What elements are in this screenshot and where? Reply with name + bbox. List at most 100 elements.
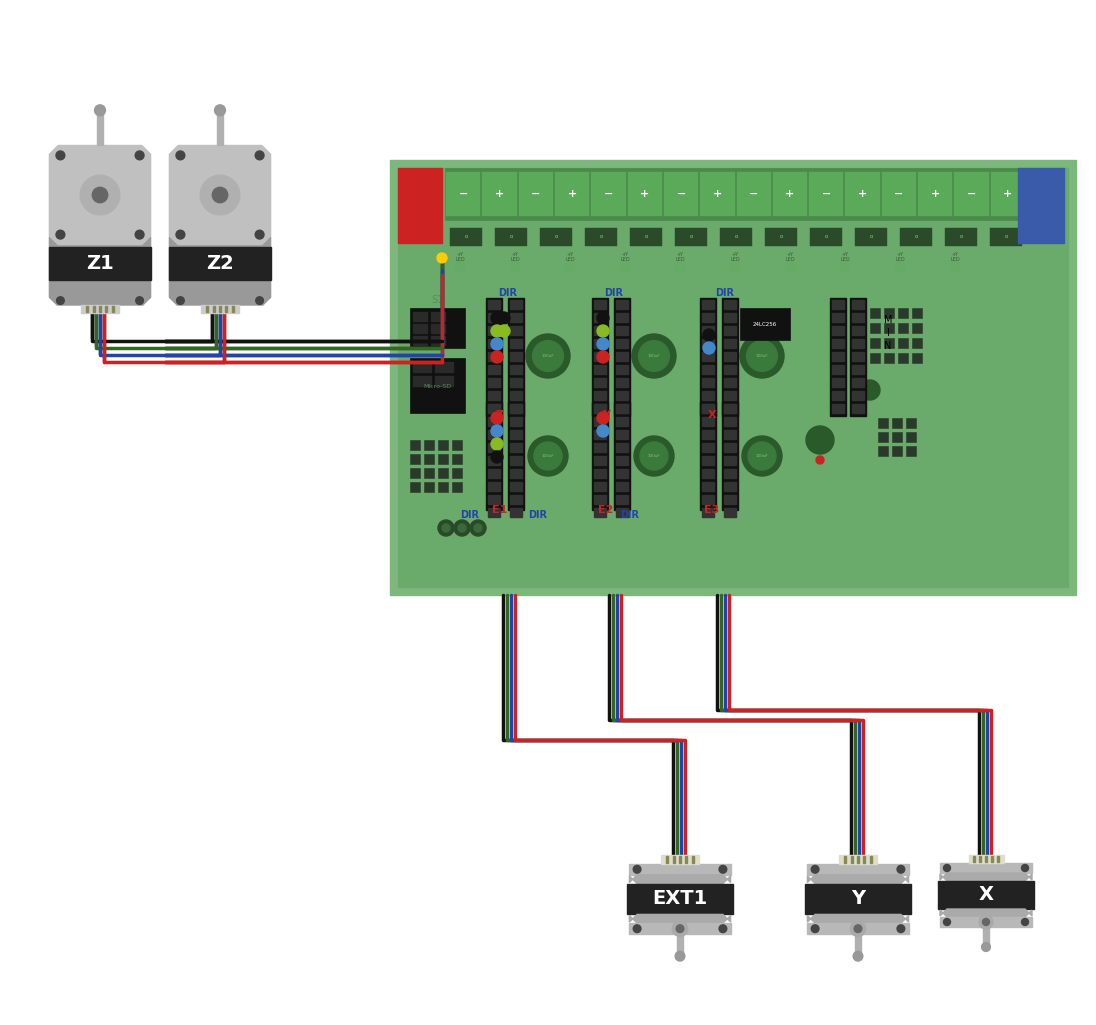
- Circle shape: [950, 261, 960, 271]
- Bar: [906, 418, 916, 428]
- Bar: [390, 160, 1076, 594]
- Bar: [991, 856, 993, 862]
- Bar: [510, 482, 522, 491]
- Bar: [703, 495, 713, 504]
- Bar: [724, 378, 737, 387]
- Bar: [424, 440, 434, 450]
- Bar: [703, 378, 713, 387]
- Circle shape: [895, 261, 905, 271]
- Circle shape: [215, 105, 226, 116]
- Bar: [979, 856, 981, 862]
- Bar: [832, 378, 844, 387]
- Bar: [724, 326, 737, 335]
- Bar: [616, 469, 628, 478]
- Bar: [486, 298, 502, 416]
- Bar: [616, 430, 628, 439]
- Text: Micro-SD: Micro-SD: [423, 383, 452, 388]
- Bar: [410, 482, 420, 492]
- Bar: [677, 934, 683, 956]
- Text: DIR: DIR: [460, 510, 480, 520]
- Bar: [585, 228, 617, 246]
- Circle shape: [746, 340, 777, 371]
- Bar: [49, 247, 150, 280]
- Bar: [703, 404, 713, 413]
- Circle shape: [719, 925, 727, 933]
- Circle shape: [730, 261, 740, 271]
- Bar: [892, 432, 902, 442]
- Bar: [878, 418, 888, 428]
- Bar: [724, 339, 737, 349]
- Circle shape: [982, 918, 990, 926]
- Text: o: o: [824, 235, 827, 240]
- Circle shape: [454, 520, 470, 536]
- Bar: [452, 454, 463, 464]
- Text: o: o: [600, 235, 603, 240]
- Bar: [431, 324, 445, 333]
- Bar: [661, 855, 699, 864]
- Bar: [898, 353, 907, 363]
- Bar: [488, 404, 500, 413]
- Bar: [438, 454, 448, 464]
- Bar: [510, 339, 522, 349]
- Bar: [616, 443, 628, 452]
- Circle shape: [597, 412, 609, 424]
- Circle shape: [676, 925, 684, 933]
- Bar: [424, 468, 434, 478]
- Bar: [616, 404, 628, 413]
- Bar: [832, 365, 844, 374]
- Bar: [81, 305, 119, 313]
- Text: 24LC256: 24LC256: [753, 323, 777, 328]
- Bar: [413, 376, 431, 386]
- Bar: [616, 313, 628, 322]
- Text: o: o: [734, 235, 738, 240]
- Text: −: −: [532, 189, 540, 199]
- Bar: [213, 306, 215, 312]
- Bar: [594, 469, 606, 478]
- Circle shape: [94, 105, 105, 116]
- Bar: [878, 446, 888, 456]
- Bar: [201, 305, 239, 313]
- Text: +Y
LED: +Y LED: [620, 251, 630, 262]
- Text: DIR: DIR: [620, 510, 639, 520]
- Bar: [488, 352, 500, 361]
- Bar: [438, 482, 448, 492]
- Text: o: o: [555, 235, 558, 240]
- Bar: [832, 339, 844, 349]
- Bar: [898, 338, 907, 348]
- Bar: [900, 228, 932, 246]
- Bar: [510, 391, 522, 400]
- Bar: [838, 855, 877, 864]
- Circle shape: [498, 325, 510, 337]
- Bar: [996, 856, 998, 862]
- Bar: [594, 378, 606, 387]
- Bar: [884, 308, 894, 318]
- Bar: [832, 300, 844, 309]
- Bar: [737, 172, 770, 216]
- Polygon shape: [940, 873, 1032, 882]
- Bar: [870, 323, 880, 333]
- Bar: [991, 172, 1025, 216]
- Circle shape: [632, 334, 676, 378]
- Text: +Y
LED: +Y LED: [566, 251, 574, 262]
- Bar: [594, 404, 606, 413]
- Bar: [594, 313, 606, 322]
- Text: −: −: [967, 189, 977, 199]
- Bar: [594, 326, 606, 335]
- Circle shape: [840, 261, 850, 271]
- Circle shape: [620, 261, 630, 271]
- Bar: [898, 308, 907, 318]
- Bar: [488, 313, 500, 322]
- Text: 100uF: 100uF: [648, 354, 661, 358]
- Bar: [488, 430, 500, 439]
- Bar: [724, 352, 737, 361]
- Text: Y: Y: [602, 410, 610, 420]
- Bar: [431, 312, 445, 321]
- Text: o: o: [779, 235, 783, 240]
- Bar: [870, 353, 880, 363]
- Text: X: X: [979, 886, 993, 904]
- Polygon shape: [49, 146, 150, 245]
- Bar: [594, 391, 606, 400]
- Bar: [809, 172, 844, 216]
- Bar: [703, 391, 713, 400]
- Bar: [882, 172, 916, 216]
